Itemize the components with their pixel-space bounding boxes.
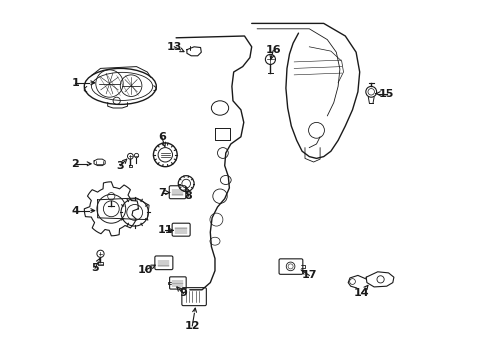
Text: 17: 17 [301, 270, 316, 280]
Text: 7: 7 [158, 188, 165, 198]
Text: 1: 1 [71, 78, 79, 88]
Text: 2: 2 [71, 159, 79, 169]
Text: 4: 4 [71, 206, 79, 216]
Text: 8: 8 [184, 191, 192, 201]
Text: 5: 5 [91, 263, 99, 273]
Text: 14: 14 [353, 288, 368, 298]
Text: 13: 13 [166, 42, 182, 52]
Text: 10: 10 [138, 265, 153, 275]
Text: 3: 3 [116, 161, 124, 171]
Text: 15: 15 [378, 89, 394, 99]
Text: 16: 16 [265, 45, 281, 55]
Text: 6: 6 [158, 132, 165, 142]
Text: 12: 12 [184, 321, 200, 331]
Text: 11: 11 [157, 225, 173, 235]
Text: 9: 9 [179, 288, 187, 298]
